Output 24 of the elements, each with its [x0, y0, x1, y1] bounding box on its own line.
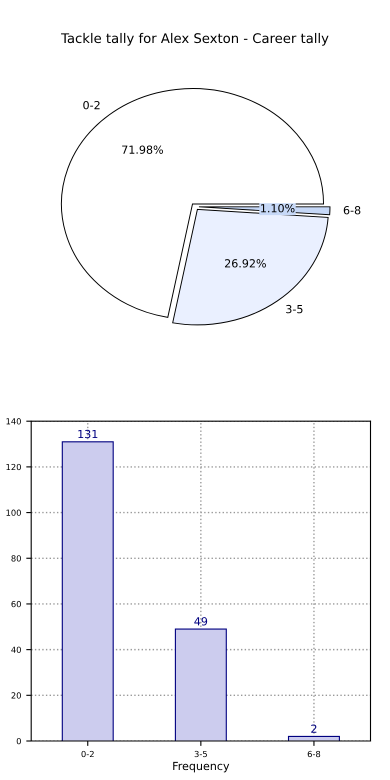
data-label: 1.10%: [261, 204, 295, 212]
y-tick-label: 40: [11, 646, 21, 653]
y-tick-label: 0: [16, 738, 21, 744]
bar: [62, 441, 114, 741]
y-tick-label: 60: [11, 600, 21, 608]
data-label: 2: [311, 724, 316, 733]
data-label: 49: [194, 617, 208, 626]
x-axis-title: Frequency: [173, 762, 230, 772]
y-tick-label: 140: [6, 418, 21, 424]
slice-label: 3-5: [286, 304, 302, 314]
slice-label: 6-8: [344, 206, 360, 214]
y-tick-label: 100: [6, 510, 21, 516]
x-tick-label: 3-5: [194, 750, 207, 758]
x-tick-label: 0-2: [81, 750, 94, 758]
bar: [174, 628, 227, 741]
y-tick-label: 20: [11, 692, 21, 699]
data-label: 71.98%: [122, 145, 163, 154]
x-tick-label: 6-8: [308, 750, 320, 758]
slice-label: 0-2: [83, 100, 100, 110]
data-label: 131: [78, 430, 98, 438]
y-tick-label: 80: [11, 555, 21, 562]
y-tick-label: 120: [6, 464, 21, 470]
chart-title: Tackle tally for Alex Sexton - Career tally: [61, 32, 329, 46]
data-label: 26.92%: [224, 259, 266, 268]
